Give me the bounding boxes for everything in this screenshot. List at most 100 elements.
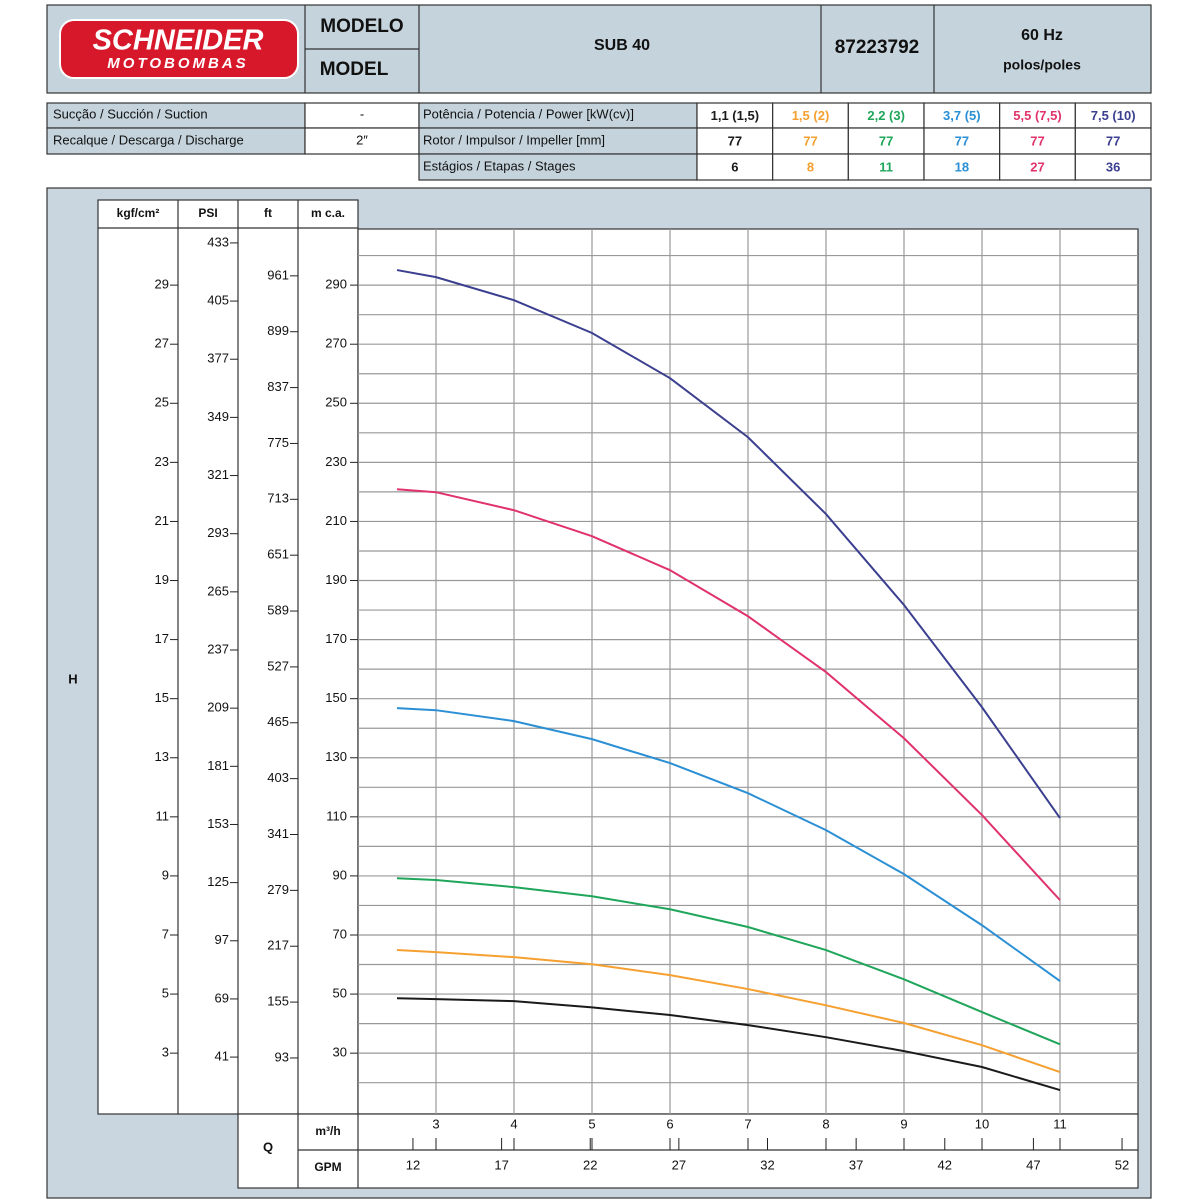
y-tick-label: 190 — [325, 572, 347, 587]
y-tick-label: 11 — [156, 808, 170, 823]
y-tick-label: 527 — [267, 658, 289, 673]
y-tick-label: 3 — [162, 1045, 169, 1060]
y-tick-label: 341 — [267, 826, 289, 841]
y-tick-label: 110 — [326, 808, 347, 823]
cell — [1074, 153, 1152, 181]
model-label: MODELO — [320, 16, 403, 37]
y-tick-label: 237 — [207, 641, 229, 656]
spec-value: 77 — [879, 133, 893, 148]
spec-value: 77 — [1030, 133, 1044, 148]
x-tick-label: 37 — [849, 1157, 863, 1172]
y-tick-label: 69 — [215, 990, 229, 1005]
y-tick-label: 465 — [267, 714, 289, 729]
axis-label: GPM — [314, 1160, 341, 1174]
y-tick-label: 17 — [155, 631, 169, 646]
model-label: MODEL — [320, 59, 389, 80]
x-tick-label: 22 — [583, 1157, 597, 1172]
y-tick-label: 13 — [155, 749, 169, 764]
x-tick-label: 17 — [494, 1157, 508, 1172]
spec-value: 2,2 (3) — [867, 108, 905, 123]
spec-value: 5,5 (7,5) — [1013, 108, 1061, 123]
spec-label: Sucção / Succión / Suction — [53, 106, 208, 121]
y-tick-label: 279 — [267, 882, 289, 897]
y-tick-label: 23 — [155, 454, 169, 469]
x-tick-label: 52 — [1115, 1157, 1129, 1172]
code: 87223792 — [835, 37, 920, 58]
y-tick-label: 210 — [325, 513, 347, 528]
y-tick-label: 270 — [325, 336, 347, 351]
x-tick-label: 12 — [406, 1157, 420, 1172]
y-tick-label: 293 — [207, 525, 229, 540]
spec-value: 18 — [955, 159, 969, 174]
cell — [847, 102, 925, 129]
x-tick-label: 4 — [510, 1116, 517, 1131]
cell — [847, 127, 925, 155]
y-tick-label: 5 — [162, 986, 169, 1001]
y-tick-label: 250 — [325, 395, 347, 410]
spec-label: Recalque / Descarga / Discharge — [53, 132, 244, 147]
x-tick-label: 11 — [1053, 1116, 1067, 1131]
x-tick-label: 9 — [900, 1116, 907, 1131]
axis-label: m³/h — [315, 1124, 340, 1138]
cell — [999, 127, 1076, 155]
y-tick-label: 651 — [267, 547, 289, 562]
y-tick-label: 97 — [215, 932, 229, 947]
y-tick-label: 27 — [155, 336, 169, 351]
y-tick-label: 403 — [267, 770, 289, 785]
spec-value: 77 — [1106, 133, 1120, 148]
y-tick-label: 41 — [215, 1049, 229, 1064]
y-tick-label: 150 — [325, 690, 347, 705]
y-tick-label: 153 — [207, 816, 229, 831]
spec-value: 36 — [1106, 159, 1120, 174]
y-tick-label: 230 — [325, 454, 347, 469]
y-tick-label: 9 — [162, 867, 169, 882]
spec-label: Estágios / Etapas / Stages — [423, 158, 576, 173]
y-tick-label: 377 — [207, 351, 229, 366]
brand-sub: MOTOBOMBAS — [107, 55, 248, 72]
cell — [418, 102, 698, 129]
y-tick-label: 155 — [267, 994, 289, 1009]
cell — [1074, 102, 1152, 129]
cell — [696, 153, 774, 181]
spec-value: 27 — [1030, 159, 1044, 174]
cell — [418, 153, 698, 181]
y-tick-label: 21 — [155, 513, 169, 528]
curve — [396, 997, 1061, 1092]
y-tick-label: 209 — [207, 700, 229, 715]
y-tick-label: 70 — [333, 926, 347, 941]
spec-value: 77 — [728, 133, 742, 148]
spec-value: 77 — [803, 133, 817, 148]
x-tick-label: 47 — [1026, 1157, 1040, 1172]
axis-label: ft — [264, 206, 272, 220]
logo — [59, 19, 299, 79]
cell — [696, 102, 774, 129]
spec-value: 77 — [955, 133, 969, 148]
curve — [396, 488, 1061, 901]
y-tick-label: 15 — [155, 690, 169, 705]
x-tick-label: 8 — [822, 1116, 829, 1131]
cell — [418, 127, 698, 155]
y-tick-label: 93 — [275, 1049, 289, 1064]
curve — [396, 949, 1061, 1073]
spec-value: 1,5 (2) — [792, 108, 830, 123]
y-tick-label: 130 — [325, 749, 347, 764]
y-tick-label: 961 — [267, 267, 289, 282]
spec-value: 7,5 (10) — [1091, 108, 1136, 123]
y-tick-label: 30 — [333, 1045, 347, 1060]
model: SUB 40 — [594, 37, 650, 54]
y-tick-label: 405 — [207, 293, 229, 308]
y-tick-label: 217 — [267, 938, 289, 953]
spec-value: 2″ — [356, 132, 368, 147]
spec-value: 3,7 (5) — [943, 108, 981, 123]
x-tick-label: 5 — [588, 1116, 595, 1131]
x-tick-label: 3 — [432, 1116, 439, 1131]
y-tick-label: 181 — [207, 758, 229, 773]
curve — [396, 707, 1061, 982]
x-title: Q — [263, 1139, 273, 1154]
axis-label: PSI — [198, 206, 217, 220]
y-title: H — [68, 671, 77, 686]
cell — [847, 153, 925, 181]
spec-value: 8 — [807, 159, 814, 174]
y-tick-label: 265 — [207, 583, 229, 598]
